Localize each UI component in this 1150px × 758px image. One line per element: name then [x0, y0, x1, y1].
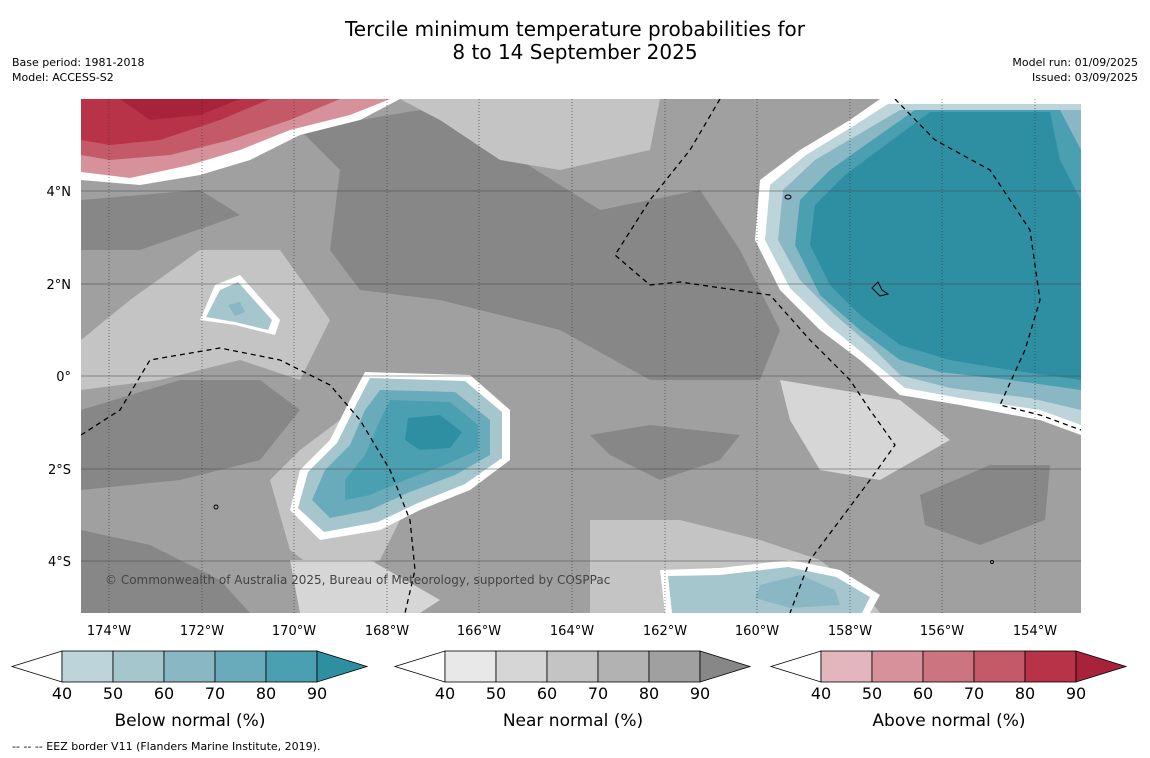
above-normal-tick-label: 70: [964, 684, 984, 703]
above-normal-80: [81, 99, 270, 145]
near-normal-lower-extend: [393, 650, 446, 683]
title-line-2: 8 to 14 September 2025: [452, 40, 698, 64]
near-normal-light-right: [780, 380, 950, 480]
lon-label: 164°W: [550, 624, 594, 639]
above-normal-colorbar: 40 50 60 70 80 90: [769, 650, 1128, 703]
above-normal-label: Above normal (%): [872, 711, 1025, 731]
lon-label: 162°W: [643, 624, 687, 639]
below-normal-tick-label: 40: [52, 684, 72, 703]
near-normal-dark-left: [81, 190, 240, 250]
near-normal-colorbar-segment: [546, 650, 599, 683]
colorbar-titles: Below normal (%) Near normal (%) Above n…: [115, 711, 1026, 731]
lon-label: 170°W: [272, 624, 316, 639]
lon-label: 174°W: [87, 624, 131, 639]
near-normal-label: Near normal (%): [503, 711, 643, 731]
above-normal-tick-label: 80: [1015, 684, 1035, 703]
near-normal-dark-patch: [590, 425, 740, 480]
below-normal-label: Below normal (%): [115, 711, 266, 731]
eez-footnote: -- -- -- EEZ border V11 (Flanders Marine…: [12, 740, 321, 753]
colorbars: 40 50 60 70 80 90 40 50 60 70 80 90 40 50 60 70 80 90: [10, 650, 1128, 703]
below-normal-tick-label: 60: [154, 684, 174, 703]
above-normal-colorbar-segment: [820, 650, 873, 683]
near-normal-lighter-south: [290, 560, 440, 613]
lat-label: 2°S: [48, 463, 71, 478]
above-normal-upper-extend: [1075, 650, 1128, 683]
lon-label: 168°W: [365, 624, 409, 639]
near-normal-upper-extend: [699, 650, 752, 683]
above-normal-colorbar-segment: [973, 650, 1026, 683]
below-normal-tick-label: 80: [256, 684, 276, 703]
base-period-text: Base period: 1981-2018: [12, 56, 145, 69]
below-normal-west-60: [228, 302, 245, 316]
lat-label: 0°: [56, 370, 71, 385]
below-normal-tick-label: 70: [205, 684, 225, 703]
lon-label: 160°W: [735, 624, 779, 639]
near-normal-light-top: [400, 99, 660, 170]
latitude-gridlines: [81, 190, 1081, 562]
near-normal-colorbar-segment: [495, 650, 548, 683]
above-normal-tick-label: 90: [1066, 684, 1086, 703]
lat-label: 4°S: [48, 555, 71, 570]
lat-label: 2°N: [47, 278, 72, 293]
copyright-text: © Commonwealth of Australia 2025, Bureau…: [105, 573, 610, 587]
above-normal-colorbar-segment: [922, 650, 975, 683]
below-normal-tick-label: 50: [103, 684, 123, 703]
meta-left: Base period: 1981-2018 Model: ACCESS-S2: [12, 55, 144, 85]
near-normal-dark-lower-left: [81, 380, 300, 490]
near-normal-tick-label: 90: [690, 684, 710, 703]
eez-borders: [81, 99, 1081, 613]
above-normal-colorbar-segment: [871, 650, 924, 683]
above-normal-lower-extend: [769, 650, 822, 683]
near-normal-dark-right: [920, 465, 1050, 545]
lon-label: 166°W: [457, 624, 501, 639]
near-normal-colorbar-segment: [444, 650, 497, 683]
model-text: Model: ACCESS-S2: [12, 71, 114, 84]
below-normal-colorbar-segment: [265, 650, 318, 683]
lon-label: 154°W: [1013, 624, 1057, 639]
near-normal-tick-label: 50: [486, 684, 506, 703]
above-normal-tick-label: 60: [913, 684, 933, 703]
above-normal-colorbar-segment: [1024, 650, 1077, 683]
near-normal-tick-label: 70: [588, 684, 608, 703]
above-normal-tick-label: 40: [811, 684, 831, 703]
meta-right: Model run: 01/09/2025 Issued: 03/09/2025: [1012, 55, 1138, 85]
above-normal-tick-label: 50: [862, 684, 882, 703]
near-normal-dark-bottom-left: [81, 530, 250, 613]
below-normal-south-60: [755, 575, 840, 608]
below-normal-lower-extend: [10, 650, 63, 683]
lon-label: 172°W: [180, 624, 224, 639]
below-normal-colorbar: 40 50 60 70 80 90: [10, 650, 369, 703]
near-normal-tick-label: 40: [435, 684, 455, 703]
latitude-labels: 4°N 2°N 0° 2°S 4°S: [47, 185, 72, 570]
near-normal-dark-center: [300, 110, 780, 380]
map-fields: [81, 99, 1081, 613]
longitude-labels: 174°W 172°W 170°W 168°W 166°W 164°W 162°…: [87, 624, 1057, 639]
title-line-1: Tercile minimum temperature probabilitie…: [344, 17, 806, 41]
below-normal-east-90: [810, 112, 1081, 380]
lon-label: 158°W: [828, 624, 872, 639]
below-normal-upper-extend: [316, 650, 369, 683]
issued-text: Issued: 03/09/2025: [1031, 71, 1138, 84]
near-normal-colorbar-segment: [597, 650, 650, 683]
above-normal-90: [120, 99, 240, 120]
near-normal-colorbar-segment: [648, 650, 701, 683]
below-normal-colorbar-segment: [214, 650, 267, 683]
below-normal-colorbar-segment: [112, 650, 165, 683]
lon-label: 156°W: [920, 624, 964, 639]
lat-label: 4°N: [47, 185, 72, 200]
near-normal-tick-label: 60: [537, 684, 557, 703]
near-normal-colorbar: 40 50 60 70 80 90: [393, 650, 752, 703]
near-normal-tick-label: 80: [639, 684, 659, 703]
model-run-text: Model run: 01/09/2025: [1012, 56, 1138, 69]
islands: [213, 194, 994, 564]
below-normal-tick-label: 90: [307, 684, 327, 703]
below-normal-center-90: [405, 415, 462, 450]
map-title: Tercile minimum temperature probabilitie…: [0, 18, 1150, 64]
below-normal-colorbar-segment: [163, 650, 216, 683]
below-normal-colorbar-segment: [61, 650, 114, 683]
